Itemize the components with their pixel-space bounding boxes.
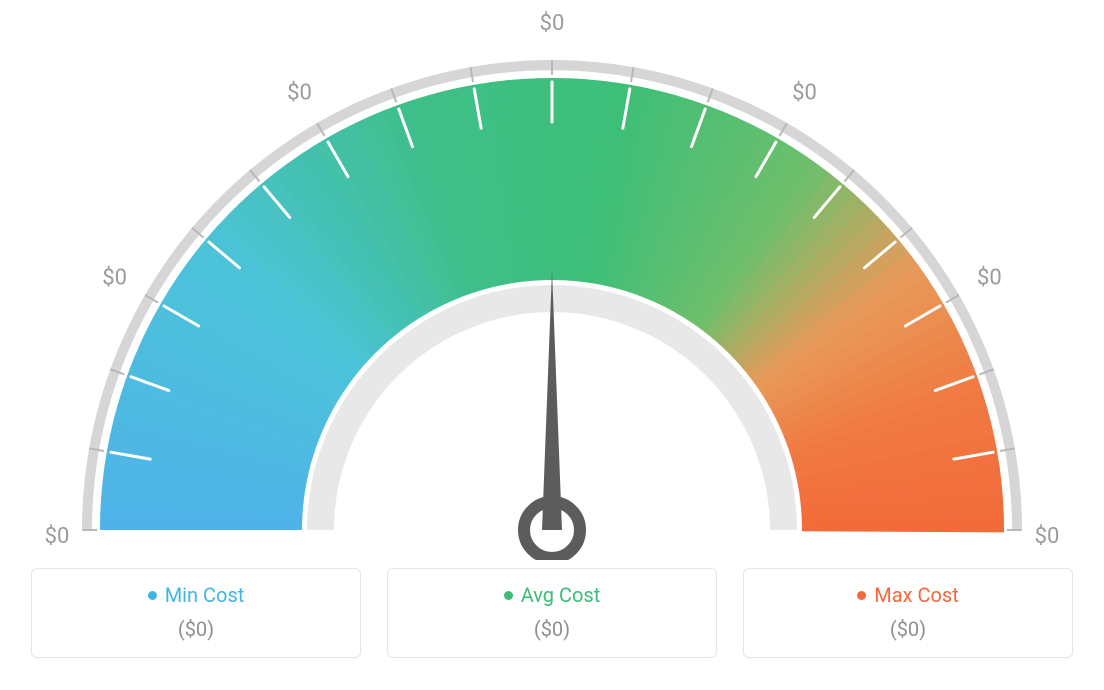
legend-dot-icon xyxy=(857,591,866,600)
legend-value: ($0) xyxy=(42,617,350,641)
legend-title: Max Cost xyxy=(857,583,959,607)
legend-card: Max Cost ($0) xyxy=(743,568,1073,658)
legend-dot-icon xyxy=(504,591,513,600)
legend-row: Min Cost ($0) Avg Cost ($0) Max Cost ($0) xyxy=(31,568,1073,658)
legend-label: Avg Cost xyxy=(521,583,601,607)
gauge-area: $0 $0 $0 $0 $0 $0 $0 xyxy=(0,0,1104,560)
gauge-tick-label: $0 xyxy=(287,81,312,106)
legend-label: Max Cost xyxy=(874,583,959,607)
legend-dot-icon xyxy=(148,591,157,600)
gauge-tick-label: $0 xyxy=(1035,524,1060,549)
legend-title: Avg Cost xyxy=(504,583,601,607)
gauge-tick-label: $0 xyxy=(792,81,817,106)
legend-title: Min Cost xyxy=(148,583,245,607)
gauge-tick-label: $0 xyxy=(977,266,1002,291)
legend-value: ($0) xyxy=(398,617,706,641)
legend-label: Min Cost xyxy=(165,583,245,607)
gauge-tick-label: $0 xyxy=(540,11,565,36)
legend-value: ($0) xyxy=(754,617,1062,641)
legend-card: Avg Cost ($0) xyxy=(387,568,717,658)
gauge-tick-label: $0 xyxy=(45,524,70,549)
gauge-tick-label: $0 xyxy=(102,266,127,291)
legend-card: Min Cost ($0) xyxy=(31,568,361,658)
gauge-svg: $0 $0 $0 $0 $0 $0 $0 xyxy=(0,0,1104,560)
gauge-chart-container: $0$0$0$0$0$0$0 Min Cost($0)Avg Cost($0)M… xyxy=(0,0,1104,690)
